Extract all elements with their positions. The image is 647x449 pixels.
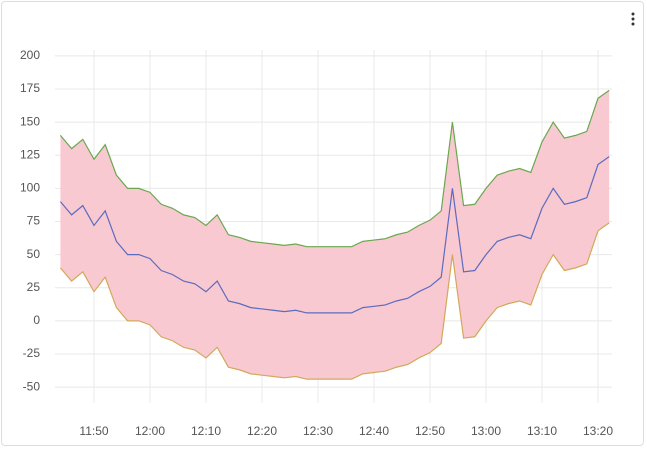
series-line: [59, 222, 610, 380]
y-tick-label: 75: [27, 214, 41, 228]
x-tick-label: 12:50: [415, 424, 445, 438]
x-tick-label: 13:00: [471, 424, 501, 438]
x-tick-label: 12:30: [303, 424, 333, 438]
band-area: [60, 90, 610, 380]
series-line: [59, 156, 610, 314]
y-tick-label: -50: [23, 379, 41, 393]
x-tick-label: 12:20: [247, 424, 277, 438]
y-tick-label: 100: [20, 181, 40, 195]
x-tick-label: 11:50: [79, 424, 108, 438]
y-tick-label: 150: [20, 114, 40, 128]
x-tick-label: 13:20: [583, 424, 613, 438]
y-tick-label: 50: [27, 247, 41, 261]
menu-button[interactable]: [631, 12, 635, 26]
x-tick-label: 13:10: [527, 424, 557, 438]
series-line: [59, 89, 610, 248]
y-tick-label: 200: [20, 48, 40, 62]
x-tick-label: 12:10: [191, 424, 221, 438]
x-tick-label: 12:00: [135, 424, 165, 438]
y-tick-label: 0: [33, 313, 40, 327]
y-tick-label: 175: [20, 81, 40, 95]
y-tick-label: -25: [23, 346, 41, 360]
y-tick-label: 125: [20, 147, 40, 161]
y-tick-label: 25: [27, 280, 41, 294]
x-tick-label: 12:40: [359, 424, 389, 438]
